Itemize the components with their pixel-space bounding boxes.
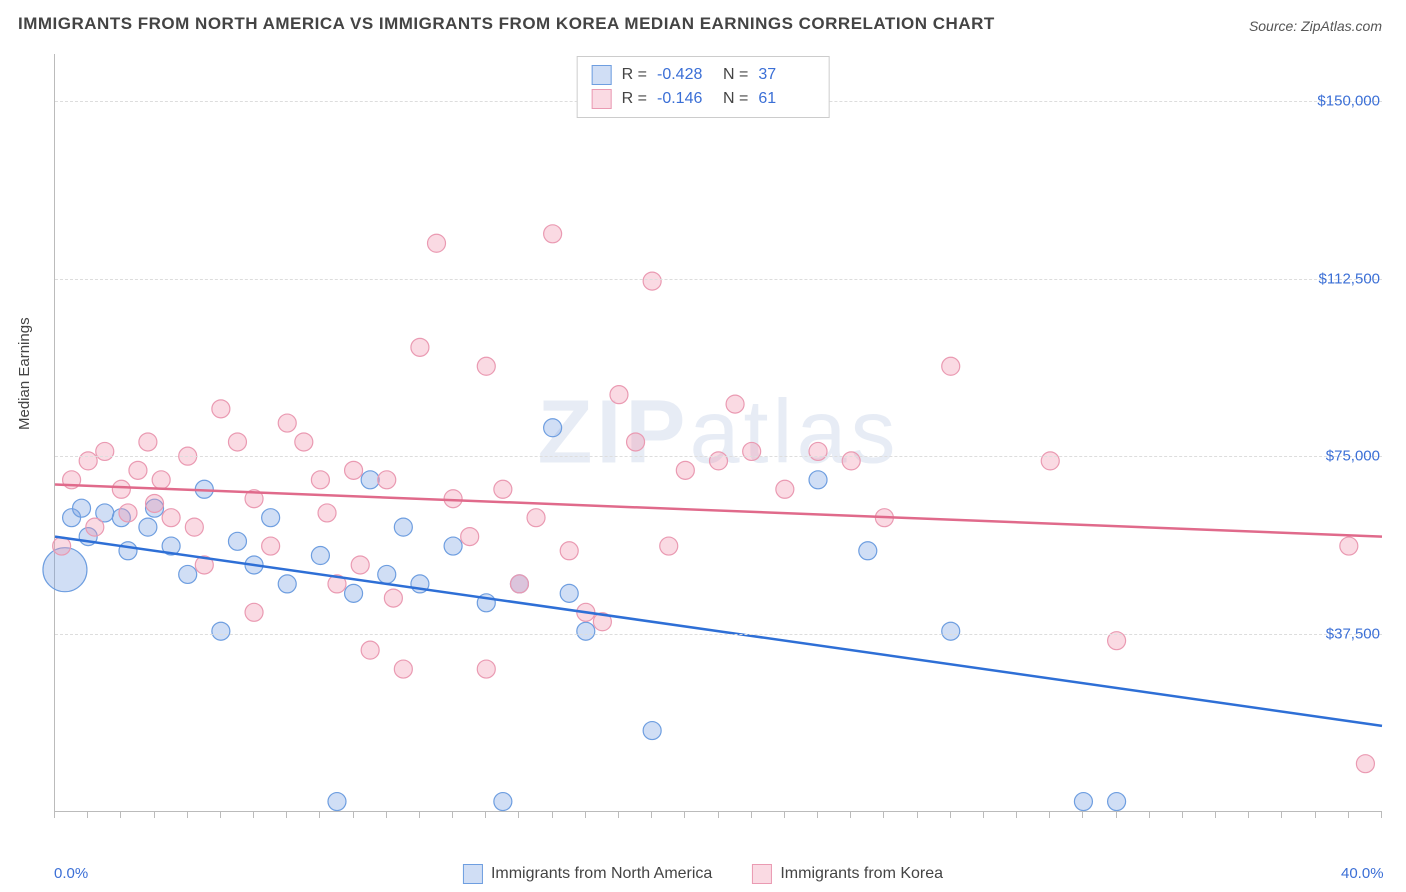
x-tick [87,811,88,818]
x-tick [518,811,519,818]
legend-item-series2: Immigrants from Korea [752,864,943,884]
r-value-series1: -0.428 [657,63,713,87]
x-tick-label: 40.0% [1341,865,1384,882]
x-tick [1149,811,1150,818]
r-label: R = [622,87,647,111]
n-label: N = [723,87,748,111]
y-tick-label: $112,500 [1319,270,1380,287]
legend-swatch-icon [752,864,772,884]
x-tick [552,811,553,818]
x-tick [1182,811,1183,818]
stats-legend: R = -0.428 N = 37 R = -0.146 N = 61 [577,56,830,118]
x-tick-label: 0.0% [54,865,88,882]
x-tick [950,811,951,818]
n-value-series2: 61 [758,87,814,111]
x-tick [452,811,453,818]
x-tick [1049,811,1050,818]
x-tick [1281,811,1282,818]
y-axis-label: Median Earnings [16,317,33,430]
x-tick [319,811,320,818]
x-tick [784,811,785,818]
n-value-series1: 37 [758,63,814,87]
x-tick [485,811,486,818]
x-tick [751,811,752,818]
scatter-svg [55,54,1382,811]
x-tick [917,811,918,818]
plot-area: ZIPatlas [54,54,1382,812]
x-tick [585,811,586,818]
y-tick-label: $37,500 [1326,625,1380,642]
y-tick-label: $75,000 [1326,448,1380,465]
x-tick [286,811,287,818]
gridline [55,279,1382,280]
x-tick [154,811,155,818]
x-tick [883,811,884,818]
legend-swatch-icon [463,864,483,884]
legend-item-series1: Immigrants from North America [463,864,712,884]
x-tick [718,811,719,818]
x-tick [1315,811,1316,818]
x-tick [187,811,188,818]
chart-title: IMMIGRANTS FROM NORTH AMERICA VS IMMIGRA… [18,14,995,34]
n-label: N = [723,63,748,87]
stats-row-series2: R = -0.146 N = 61 [592,87,815,111]
legend-swatch-series1-icon [592,65,612,85]
x-tick [220,811,221,818]
series-legend: Immigrants from North America Immigrants… [463,864,943,884]
legend-label-series2: Immigrants from Korea [780,865,943,883]
legend-label-series1: Immigrants from North America [491,865,712,883]
y-tick-label: $150,000 [1317,93,1380,110]
source-attribution: Source: ZipAtlas.com [1249,18,1382,34]
gridline [55,634,1382,635]
x-tick [1082,811,1083,818]
legend-swatch-series2-icon [592,89,612,109]
x-tick [253,811,254,818]
x-tick [850,811,851,818]
r-label: R = [622,63,647,87]
x-tick [618,811,619,818]
gridline [55,456,1382,457]
x-tick [120,811,121,818]
x-tick [1348,811,1349,818]
x-tick [54,811,55,818]
x-tick [1116,811,1117,818]
r-value-series2: -0.146 [657,87,713,111]
x-tick [684,811,685,818]
x-tick [1016,811,1017,818]
x-tick [386,811,387,818]
x-tick [651,811,652,818]
stats-row-series1: R = -0.428 N = 37 [592,63,815,87]
x-tick [419,811,420,818]
x-tick [1248,811,1249,818]
x-tick [1215,811,1216,818]
x-tick [1381,811,1382,818]
x-tick [817,811,818,818]
x-tick [983,811,984,818]
x-tick [353,811,354,818]
